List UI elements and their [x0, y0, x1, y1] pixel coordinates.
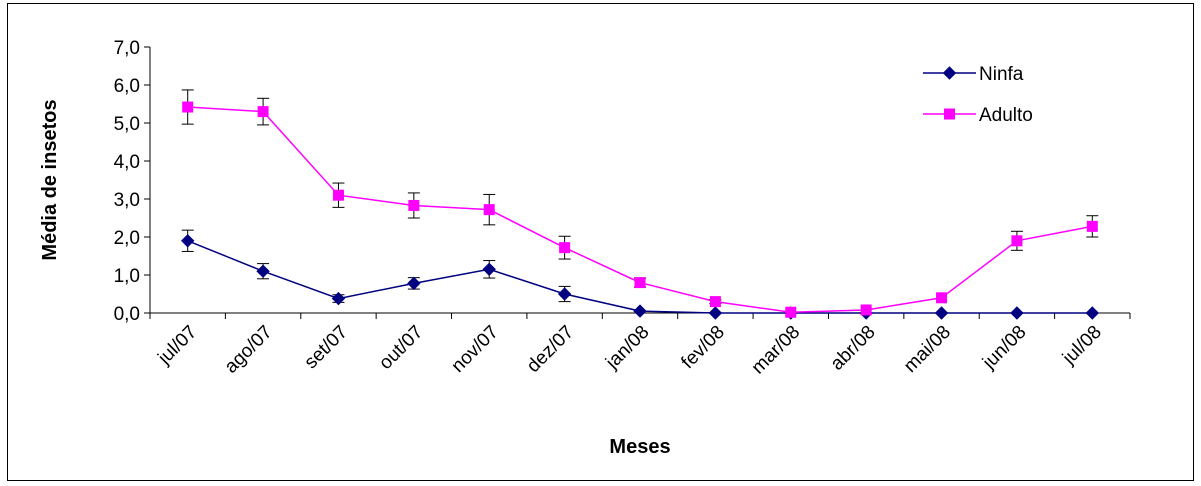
data-point-adulto	[1011, 235, 1023, 247]
x-tick-label: ago/07	[221, 322, 277, 378]
data-point-adulto	[257, 106, 269, 118]
legend-marker-adulto	[944, 108, 955, 120]
x-tick-label: jun/08	[978, 322, 1030, 374]
series-line-ninfa	[187, 240, 1093, 314]
y-tick-label: 4,0	[114, 152, 140, 173]
x-tick-label: set/07	[301, 322, 352, 373]
y-tick-label: 3,0	[114, 190, 140, 211]
x-tick-label: jul/07	[154, 322, 202, 370]
legend-marker-shape	[942, 66, 957, 80]
y-tick-label: 0,0	[114, 304, 140, 325]
series-ninfa	[180, 229, 1100, 320]
x-tick-label: mar/08	[748, 322, 805, 379]
data-point-adulto	[483, 204, 495, 216]
data-point-ninfa	[557, 287, 572, 301]
x-tick-label: fev/08	[677, 322, 728, 373]
data-point-adulto	[408, 199, 420, 211]
data-point-adulto	[332, 189, 344, 201]
x-tick-label: mai/08	[900, 322, 955, 377]
data-point-ninfa	[708, 306, 723, 320]
legend-label-ninfa: Ninfa	[979, 64, 1024, 85]
data-point-adulto	[785, 306, 797, 318]
data-point-adulto	[860, 304, 872, 316]
data-point-adulto	[559, 242, 571, 254]
legend-marker-shape	[944, 108, 955, 120]
data-point-ninfa	[1085, 306, 1100, 320]
x-tick-label: out/07	[375, 322, 427, 374]
y-axis-title: Média de insetos	[39, 99, 61, 260]
data-point-ninfa	[1010, 306, 1024, 320]
legend: Ninfa Adulto	[923, 64, 1033, 126]
x-axis-title: Meses	[609, 436, 670, 458]
data-point-ninfa	[633, 304, 647, 318]
legend-label-adulto: Adulto	[979, 105, 1033, 126]
x-tick-label: dez/07	[523, 322, 578, 377]
data-point-ninfa	[934, 306, 949, 320]
y-tick-label: 7,0	[114, 38, 140, 59]
data-point-adulto	[634, 277, 646, 289]
data-point-adulto	[936, 292, 948, 304]
data-point-adulto	[1086, 220, 1098, 232]
chart-frame	[7, 3, 1194, 481]
y-tick-label: 6,0	[114, 76, 140, 97]
x-tick-label: jan/08	[601, 322, 653, 374]
series-adulto	[181, 89, 1099, 318]
x-tick-label: nov/07	[448, 322, 503, 377]
data-point-adulto	[182, 101, 194, 113]
y-tick-labels: 0,0 1,0 2,0 3,0 4,0 5,0 6,0 7,0	[114, 38, 140, 325]
data-point-ninfa	[331, 291, 346, 306]
x-tick-label: jul/08	[1058, 322, 1106, 370]
x-tick-label: abr/08	[827, 322, 880, 375]
x-tick-labels: jul/07 ago/07 set/07 out/07 nov/07 dez/07 jan/…	[154, 322, 1106, 379]
y-tick-label: 1,0	[114, 266, 140, 287]
data-point-adulto	[709, 296, 721, 308]
y-tick-label: 5,0	[114, 114, 140, 135]
y-tick-label: 2,0	[114, 228, 140, 249]
series-layer	[180, 89, 1100, 320]
data-point-ninfa	[407, 276, 421, 291]
data-point-ninfa	[482, 262, 496, 277]
legend-marker-ninfa	[942, 66, 957, 80]
data-point-ninfa	[180, 234, 195, 248]
data-point-ninfa	[256, 264, 270, 278]
